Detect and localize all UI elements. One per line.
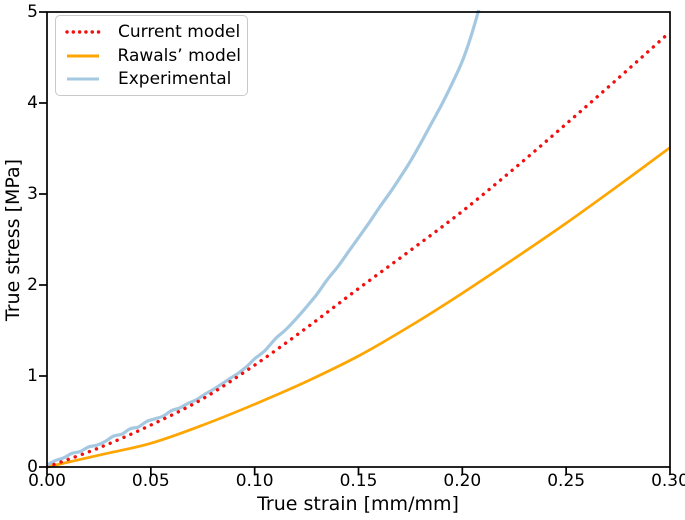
x-axis-title: True strain [mm/mm] bbox=[257, 493, 459, 515]
y-tick-label: 0 bbox=[27, 457, 38, 477]
dotted-line-icon bbox=[65, 30, 101, 34]
legend-item-experimental: Experimental bbox=[64, 69, 241, 89]
x-tick-label: 0.15 bbox=[339, 471, 378, 491]
legend-item-rawals-model: Rawals’ model bbox=[64, 46, 241, 66]
legend-item-current-model: Current model bbox=[64, 22, 241, 42]
legend: Current model Rawals’ model Experimental bbox=[55, 15, 248, 96]
legend-label-current-model: Current model bbox=[118, 22, 241, 43]
y-tick-label: 2 bbox=[27, 275, 38, 295]
x-tick-label: 0.25 bbox=[547, 471, 586, 491]
x-tick-label: 0.30 bbox=[651, 471, 685, 491]
x-tick-label: 0.00 bbox=[28, 471, 66, 491]
x-tick-label: 0.20 bbox=[443, 471, 482, 491]
y-tick-label: 1 bbox=[27, 366, 38, 386]
y-tick-label: 5 bbox=[27, 2, 38, 22]
series-line-rawals-model bbox=[46, 146, 671, 469]
x-tick-label: 0.10 bbox=[235, 471, 274, 491]
legend-label-experimental: Experimental bbox=[118, 68, 232, 89]
series-line-current-model bbox=[46, 30, 672, 469]
solid-line-icon bbox=[67, 54, 99, 57]
solid-line-icon bbox=[67, 77, 99, 81]
legend-label-rawals-model: Rawals’ model bbox=[117, 45, 242, 66]
y-tick-label: 4 bbox=[27, 93, 38, 113]
y-axis-title: True stress [MPa] bbox=[2, 158, 24, 322]
x-tick-label: 0.05 bbox=[131, 471, 170, 491]
y-tick-label: 3 bbox=[27, 184, 38, 204]
series-line-experimental bbox=[46, 10, 481, 467]
